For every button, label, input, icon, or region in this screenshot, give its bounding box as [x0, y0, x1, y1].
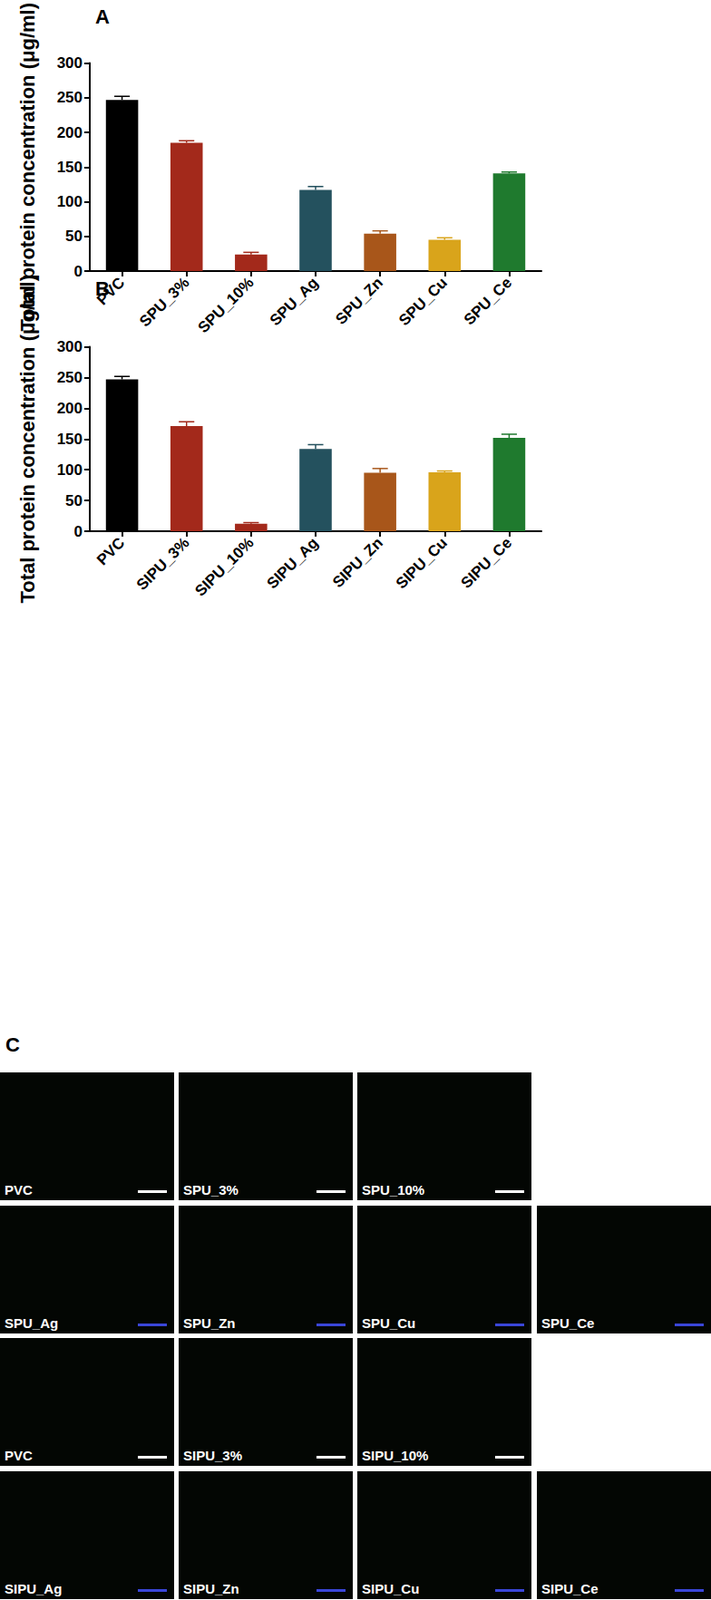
- svg-text:PVC: PVC: [93, 273, 128, 309]
- svg-text:SPU_Zn: SPU_Zn: [331, 273, 386, 328]
- svg-text:200: 200: [57, 399, 83, 418]
- svg-text:Total protein concentration (μ: Total protein concentration (μg/ml): [16, 274, 39, 604]
- svg-text:SIPU_3%: SIPU_3%: [133, 534, 194, 595]
- svg-text:200: 200: [57, 124, 83, 142]
- svg-text:SPU_Ag: SPU_Ag: [266, 273, 322, 330]
- svg-text:Total protein concentration (μ: Total protein concentration (μg/ml): [15, 2, 39, 332]
- svg-text:A: A: [95, 5, 110, 29]
- html-text:SIPU_Ce: SIPU_Ce: [541, 1581, 599, 1598]
- svg-text:SPU_10%: SPU_10%: [194, 273, 258, 337]
- svg-text:150: 150: [57, 158, 83, 176]
- svg-text:150: 150: [57, 430, 83, 449]
- svg-text:0: 0: [74, 523, 83, 541]
- html-text:PVC: PVC: [4, 1182, 33, 1198]
- svg-text:SPU_Ce: SPU_Ce: [460, 273, 516, 329]
- html-text:SIPU_Ag: SIPU_Ag: [4, 1581, 63, 1598]
- html-text:SPU_Ag: SPU_Ag: [4, 1315, 59, 1332]
- svg-text:300: 300: [57, 54, 83, 72]
- svg-text:SIPU_Zn: SIPU_Zn: [329, 534, 387, 592]
- html-text:SPU_Cu: SPU_Cu: [361, 1315, 416, 1332]
- svg-text:100: 100: [57, 461, 83, 479]
- svg-text:SIPU_Cu: SIPU_Cu: [392, 534, 451, 593]
- html-text:SIPU_Cu: SIPU_Cu: [361, 1581, 420, 1598]
- html-text:SPU_10%: SPU_10%: [361, 1182, 425, 1198]
- svg-text:50: 50: [65, 227, 83, 245]
- svg-text:B: B: [95, 277, 110, 301]
- svg-text:SIPU_Ce: SIPU_Ce: [457, 534, 517, 593]
- html-text:SIPU_3%: SIPU_3%: [183, 1448, 243, 1464]
- html-text:SPU_Ce: SPU_Ce: [541, 1315, 595, 1332]
- svg-text:100: 100: [57, 193, 83, 211]
- html-text:SIPU_Zn: SIPU_Zn: [183, 1581, 240, 1598]
- svg-text:250: 250: [57, 369, 83, 387]
- svg-text:PVC: PVC: [93, 534, 128, 569]
- svg-text:SIPU_Ag: SIPU_Ag: [263, 534, 322, 593]
- html-text:C: C: [5, 1033, 20, 1057]
- html-text:SIPU_10%: SIPU_10%: [361, 1448, 429, 1464]
- svg-text:50: 50: [65, 492, 83, 510]
- svg-text:SIPU_10%: SIPU_10%: [191, 534, 257, 600]
- html-text:SPU_Zn: SPU_Zn: [183, 1315, 236, 1332]
- html-text:SPU_3%: SPU_3%: [183, 1182, 239, 1198]
- svg-text:0: 0: [74, 262, 83, 281]
- svg-text:250: 250: [57, 88, 83, 107]
- svg-text:SPU_3%: SPU_3%: [136, 273, 193, 331]
- html-text:PVC: PVC: [4, 1448, 33, 1464]
- svg-text:300: 300: [57, 338, 83, 356]
- svg-text:SPU_Cu: SPU_Cu: [395, 273, 451, 330]
